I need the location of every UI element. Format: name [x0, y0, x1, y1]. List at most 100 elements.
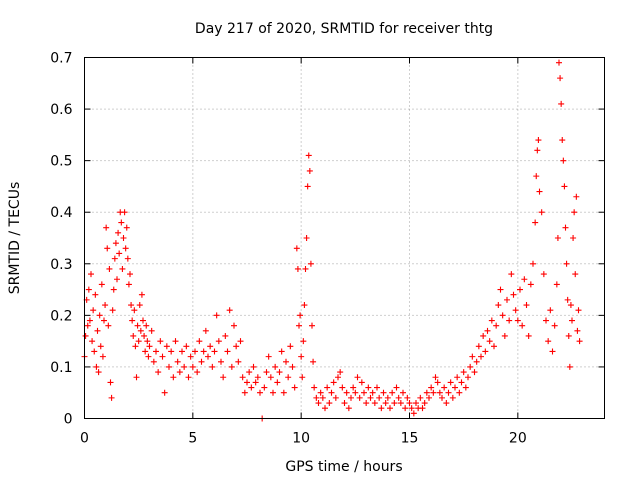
data-point	[105, 322, 112, 329]
data-point	[301, 302, 308, 309]
data-point	[495, 302, 502, 309]
data-point	[239, 374, 246, 381]
data-point	[88, 271, 94, 278]
data-point	[280, 389, 287, 396]
data-point	[488, 317, 495, 324]
data-point	[132, 343, 139, 350]
data-point	[533, 173, 540, 180]
data-point	[504, 296, 510, 303]
data-point	[267, 374, 274, 381]
x-tick-labels: 0 5 10 15 20	[80, 431, 527, 447]
data-point	[430, 389, 437, 396]
data-point	[361, 389, 367, 396]
data-point	[109, 307, 116, 314]
data-point	[134, 322, 141, 329]
data-point	[285, 374, 292, 381]
data-point	[575, 307, 582, 314]
data-point	[521, 276, 528, 283]
data-point	[148, 327, 155, 334]
data-point	[572, 271, 579, 278]
data-point	[85, 286, 92, 293]
data-point	[382, 400, 389, 407]
data-point	[512, 307, 519, 314]
data-point	[527, 281, 534, 288]
data-point	[406, 400, 413, 407]
data-point	[112, 240, 119, 247]
data-point	[174, 358, 181, 365]
data-point	[543, 317, 549, 324]
data-point	[545, 338, 552, 345]
data-point	[547, 307, 554, 314]
data-point	[402, 405, 409, 412]
data-point	[465, 374, 471, 381]
data-point	[332, 394, 339, 401]
data-point	[211, 348, 218, 355]
data-point	[99, 353, 106, 360]
x-tick-label: 10	[292, 431, 310, 447]
data-point	[564, 296, 571, 303]
grid	[84, 57, 605, 419]
data-point	[161, 389, 168, 396]
data-point	[535, 137, 542, 144]
data-point	[374, 384, 380, 391]
data-point	[137, 327, 144, 334]
data-point	[558, 100, 565, 107]
data-point	[376, 394, 383, 401]
data-point	[89, 338, 96, 345]
data-point	[150, 358, 157, 365]
data-point	[576, 338, 583, 345]
data-point	[172, 338, 179, 345]
data-point	[130, 332, 137, 339]
data-point	[278, 348, 285, 355]
data-point	[142, 348, 149, 355]
data-point	[140, 317, 146, 324]
data-point	[454, 374, 461, 381]
data-point	[307, 260, 314, 267]
data-point	[274, 379, 281, 386]
data-point	[530, 260, 536, 267]
data-point	[341, 400, 348, 407]
data-point	[400, 389, 406, 396]
data-point	[439, 394, 445, 401]
data-point	[391, 400, 398, 407]
data-point	[389, 389, 396, 396]
data-point	[387, 405, 393, 412]
y-tick-label: 0	[64, 412, 73, 428]
data-point	[421, 400, 428, 407]
data-point	[246, 369, 253, 376]
data-point	[128, 302, 135, 309]
data-point	[413, 400, 419, 407]
data-point	[119, 265, 126, 272]
data-point	[95, 369, 102, 376]
data-point	[311, 384, 318, 391]
data-point	[506, 317, 513, 324]
x-tick-label: 15	[401, 431, 419, 447]
data-point	[261, 384, 268, 391]
data-point	[525, 332, 532, 339]
data-point	[93, 363, 100, 370]
data-point	[115, 229, 122, 236]
y-tick-label: 0.5	[50, 154, 72, 170]
plot-frame	[84, 57, 605, 419]
data-point	[300, 338, 307, 345]
data-point	[287, 343, 294, 350]
data-point	[237, 338, 244, 345]
data-point	[378, 405, 385, 412]
data-point	[562, 224, 569, 231]
data-point	[563, 260, 570, 267]
data-point	[519, 322, 526, 329]
data-point	[108, 394, 115, 401]
data-point	[86, 317, 93, 324]
data-point	[471, 369, 478, 376]
data-point	[94, 327, 101, 334]
data-point	[497, 286, 504, 293]
data-point	[289, 363, 296, 370]
data-point	[252, 379, 259, 386]
data-point	[462, 384, 469, 391]
data-point	[276, 369, 283, 376]
data-point	[302, 265, 309, 272]
data-point	[486, 338, 493, 345]
data-point	[337, 369, 344, 376]
data-point	[441, 384, 448, 391]
data-point	[395, 394, 402, 401]
